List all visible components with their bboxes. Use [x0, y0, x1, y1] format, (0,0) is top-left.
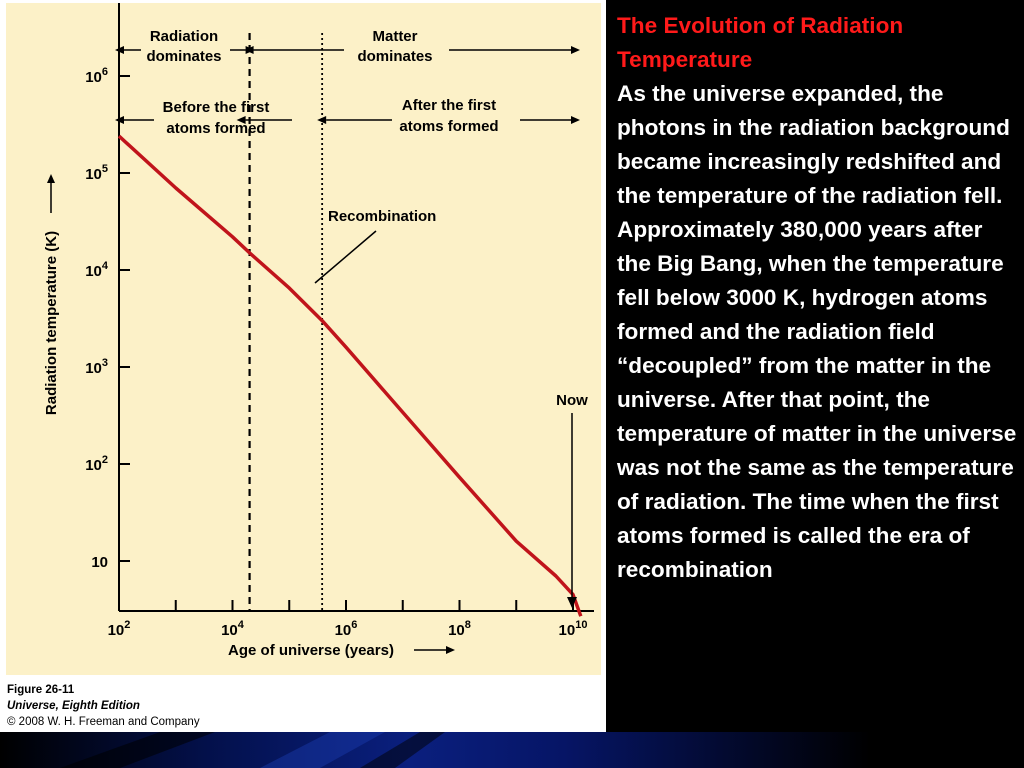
figure-panel: 10 102 103 104 105 106 102 104 106 108 1010 Radiat… — [0, 0, 606, 732]
annotation-after-atoms-line1: After the first — [402, 97, 496, 114]
annotation-after-atoms-line2: atoms formed — [399, 118, 498, 135]
annotation-before-atoms-line1: Before the first — [163, 99, 270, 116]
annotation-radiation-dominates-line1: Radiation — [150, 28, 218, 45]
recombination-pointer — [314, 230, 377, 284]
annotation-before-atoms-line2: atoms formed — [166, 120, 265, 137]
figure-book: Universe, Eighth Edition — [7, 700, 140, 712]
bottom-decorative-band — [0, 732, 1024, 768]
figure-copyright: © 2008 W. H. Freeman and Company — [7, 716, 200, 728]
vlines-group — [248, 33, 324, 611]
x-axis-label: Age of universe (years) — [228, 642, 394, 659]
band-shade-3 — [360, 732, 445, 768]
y-axis-label: Radiation temperature (K) — [43, 231, 60, 415]
y-tick-label: 102 — [85, 454, 108, 474]
y-tick-label: 105 — [85, 163, 108, 183]
arrow-after-right-head — [571, 116, 580, 124]
annotation-matter-dominates-line2: dominates — [357, 48, 432, 65]
y-tick-label: 104 — [85, 260, 109, 280]
slide-title: The Evolution of Radiation Temperature — [617, 13, 904, 72]
figure-number: Figure 26-11 — [7, 684, 75, 696]
text-panel: The Evolution of Radiation Temperature A… — [617, 9, 1017, 587]
x-tick-label: 102 — [108, 619, 131, 639]
annotation-matter-dominates-line1: Matter — [372, 28, 417, 45]
x-tick-label: 108 — [448, 619, 471, 639]
annotation-now: Now — [556, 392, 588, 409]
ticks-group: 10 102 103 104 105 106 102 104 106 108 1010 — [85, 66, 587, 639]
arrow-before-left-head — [115, 116, 124, 124]
figure-credit: Figure 26-11 Universe, Eighth Edition © … — [7, 682, 200, 730]
slide-body: As the universe expanded, the photons in… — [617, 81, 1017, 582]
y-axis-label-arrowhead — [47, 174, 55, 183]
annotation-radiation-dominates-line2: dominates — [146, 48, 221, 65]
arrow-matter-right-head — [571, 46, 580, 54]
band-shade-2 — [260, 732, 385, 768]
axes-group — [118, 3, 594, 612]
y-tick-label: 10 — [91, 554, 108, 571]
y-tick-label: 106 — [85, 66, 108, 86]
arrow-before-right-head — [236, 116, 246, 124]
x-axis-label-arrowhead — [446, 646, 455, 654]
temperature-curve — [117, 134, 583, 617]
arrow-radiation-left-head — [115, 46, 124, 54]
plot-area: 10 102 103 104 105 106 102 104 106 108 1010 Radiat… — [6, 3, 601, 675]
band-shade-1 — [60, 732, 215, 768]
x-tick-label: 106 — [335, 619, 358, 639]
arrow-after-left-head — [317, 116, 327, 124]
now-arrowhead — [567, 597, 577, 608]
annotation-recombination: Recombination — [328, 208, 436, 225]
temperature-chart: 10 102 103 104 105 106 102 104 106 108 1010 Radiat… — [43, 3, 594, 659]
y-tick-label: 103 — [85, 357, 108, 377]
arrow-matter-left-head — [244, 46, 254, 54]
x-tick-label: 104 — [221, 619, 245, 639]
arrows-group — [115, 46, 580, 124]
x-tick-label: 1010 — [559, 619, 588, 639]
